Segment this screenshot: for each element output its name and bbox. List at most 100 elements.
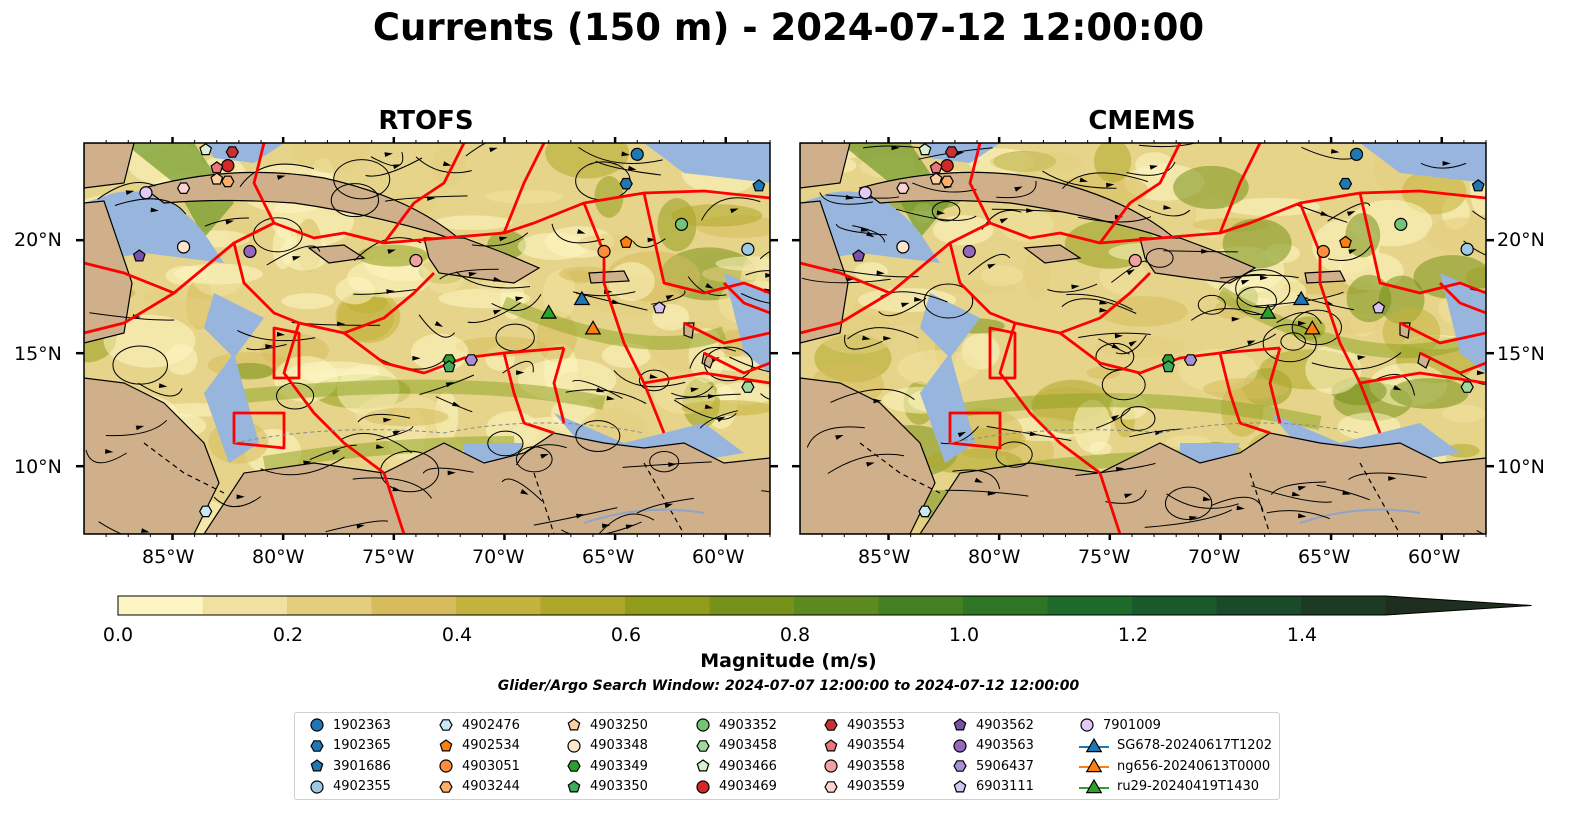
streamline bbox=[491, 293, 542, 312]
streamline bbox=[370, 151, 404, 167]
magnitude-patch bbox=[287, 361, 381, 382]
colorbar-extend-arrow bbox=[1385, 596, 1532, 615]
argo-legend-icon bbox=[824, 759, 838, 773]
streamline-arrow bbox=[1111, 343, 1120, 350]
shallow-water bbox=[204, 353, 259, 463]
legend-marker bbox=[567, 779, 581, 792]
streamline-arrow bbox=[442, 161, 452, 166]
float-marker bbox=[409, 253, 423, 268]
streamline-arrow bbox=[891, 145, 900, 151]
legend-label: 4902476 bbox=[462, 717, 520, 733]
float-marker bbox=[1372, 301, 1386, 314]
legend-label: 4903458 bbox=[719, 738, 777, 753]
streamline-arrow bbox=[1512, 283, 1520, 288]
streamline bbox=[844, 334, 883, 350]
argo-legend-icon bbox=[567, 738, 581, 753]
legend-marker bbox=[1085, 737, 1103, 752]
colorbar-tick: 1.2 bbox=[1117, 624, 1149, 646]
float-marker bbox=[584, 320, 602, 335]
float-marker bbox=[464, 354, 478, 366]
streamline-arrow bbox=[1026, 208, 1035, 213]
legend-marker bbox=[567, 738, 581, 753]
float-marker bbox=[619, 177, 633, 190]
streamline-arrow bbox=[337, 321, 346, 327]
legend-marker bbox=[439, 738, 453, 751]
streamline-arrow bbox=[649, 374, 658, 379]
streamline-arrow bbox=[1126, 269, 1135, 276]
land bbox=[800, 200, 849, 344]
streamline bbox=[465, 143, 516, 157]
magnitude-patch bbox=[433, 215, 513, 231]
magnitude-patch bbox=[1095, 335, 1186, 358]
streamline bbox=[598, 513, 655, 534]
streamline-arrow bbox=[1202, 496, 1212, 502]
streamline bbox=[1295, 204, 1348, 223]
float-marker bbox=[243, 244, 257, 259]
streamline bbox=[357, 413, 411, 423]
streamline-arrow bbox=[303, 460, 312, 466]
streamline-arrow bbox=[621, 151, 630, 157]
streamline-arrow bbox=[1014, 186, 1023, 192]
float-marker bbox=[1349, 147, 1364, 161]
colorbar-cell bbox=[1047, 596, 1133, 615]
argo-legend-icon bbox=[953, 718, 967, 731]
streamline-arrow bbox=[611, 299, 621, 304]
streamline-arrow bbox=[1115, 467, 1125, 472]
legend-marker bbox=[310, 739, 324, 752]
streamline-arrow bbox=[141, 528, 150, 533]
colorbar-cell bbox=[287, 596, 372, 615]
legend-label: 4903466 bbox=[719, 758, 777, 774]
streamline bbox=[1098, 338, 1130, 355]
streamline-arrow bbox=[1342, 490, 1351, 495]
legend-label: 4903244 bbox=[462, 779, 520, 794]
streamline-arrow bbox=[704, 404, 714, 409]
legend-marker bbox=[439, 780, 453, 793]
streamline bbox=[1066, 293, 1133, 311]
streamline bbox=[98, 521, 123, 534]
streamline-arrow bbox=[331, 450, 341, 455]
streamline-arrow bbox=[1320, 211, 1329, 216]
streamline bbox=[339, 432, 412, 454]
streamline bbox=[551, 223, 605, 244]
colorbar-tick: 1.4 bbox=[1286, 624, 1318, 646]
legend-item: 4903558 bbox=[823, 756, 905, 776]
argo-legend-icon bbox=[824, 719, 838, 731]
legend-label: 4903349 bbox=[590, 758, 648, 774]
magnitude-patch bbox=[1229, 274, 1307, 308]
lon-tick-right-85w: 85°W bbox=[858, 546, 911, 568]
streamline-arrow bbox=[445, 382, 455, 388]
eez-boundary bbox=[272, 326, 301, 380]
streamline bbox=[565, 389, 647, 404]
legend-marker bbox=[439, 719, 453, 731]
colorbar-cell bbox=[540, 596, 626, 615]
streamline-arrow bbox=[866, 231, 875, 238]
streamline bbox=[830, 388, 915, 403]
colorbar-tick: 0.0 bbox=[102, 624, 134, 646]
colorbar-cell bbox=[878, 596, 964, 615]
lon-tick-right-80w: 80°W bbox=[968, 546, 1021, 568]
legend-marker bbox=[824, 719, 838, 731]
magnitude-patch bbox=[1222, 218, 1292, 269]
streamline bbox=[439, 268, 499, 280]
streamline bbox=[689, 346, 736, 369]
magnitude-patch bbox=[290, 143, 370, 173]
streamline bbox=[325, 520, 389, 533]
legend-label: 6903111 bbox=[976, 779, 1034, 794]
search-window-caption: Glider/Argo Search Window: 2024-07-07 12… bbox=[497, 678, 1080, 694]
colorbar-tick: 0.8 bbox=[779, 624, 811, 646]
streamline bbox=[852, 225, 886, 243]
lat-tick-left-20n: 20°N bbox=[14, 229, 62, 251]
magnitude-patch bbox=[897, 349, 980, 386]
eez-boundary bbox=[84, 261, 175, 295]
magnitude-patch bbox=[854, 262, 888, 281]
streamline-arrow bbox=[1149, 165, 1159, 170]
streamline-arrow bbox=[771, 363, 780, 368]
streamline bbox=[237, 330, 316, 342]
streamline-arrow bbox=[1388, 476, 1397, 481]
legend-marker bbox=[696, 739, 710, 752]
streamline-arrow bbox=[375, 444, 385, 449]
eddy bbox=[1120, 406, 1156, 431]
streamline bbox=[1220, 333, 1277, 353]
streamline bbox=[636, 497, 694, 514]
argo-legend-icon bbox=[310, 779, 324, 794]
